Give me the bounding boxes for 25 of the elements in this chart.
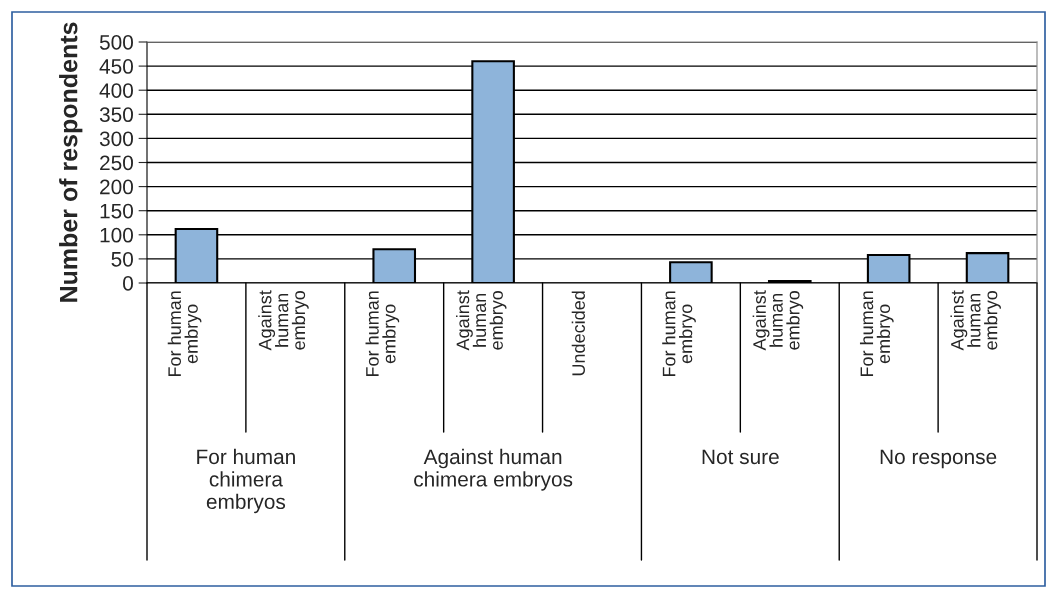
y-tick-label: 400 (99, 83, 133, 98)
x-tick-label: For human embryo (859, 291, 894, 377)
y-tick-label: 0 (123, 276, 133, 291)
x-tick-label: Against human embryo (752, 290, 804, 351)
y-tick-label: 200 (100, 179, 133, 195)
y-tick-label: 50 (111, 251, 133, 267)
x-tick-label: For human embryo (662, 291, 696, 377)
x-tick-label: Against human embryo (950, 290, 1001, 351)
y-tick-label: 500 (99, 35, 133, 50)
y-tick-label: 250 (100, 155, 133, 171)
y-tick-label: 350 (99, 107, 133, 123)
y-tick-label: 450 (99, 59, 133, 74)
text: Against human chimera embryos (414, 448, 573, 491)
x-tick-label: Against human embryo (258, 290, 309, 351)
y-tick-label: 150 (100, 203, 133, 219)
y-axis-title: Number of respondents (59, 22, 83, 302)
x-tick-label: For human embryo (167, 291, 202, 377)
y-tick-label: 100 (100, 227, 133, 243)
x-tick-label: Against human embryo (456, 290, 507, 351)
text: Not sure (702, 449, 779, 465)
y-tick-label: 300 (99, 131, 133, 147)
x-tick-label: Undecided (571, 291, 585, 376)
x-tick-label: For human embryo (365, 291, 400, 377)
text: For human chimera embryos (197, 448, 295, 514)
text: No response (880, 449, 997, 469)
